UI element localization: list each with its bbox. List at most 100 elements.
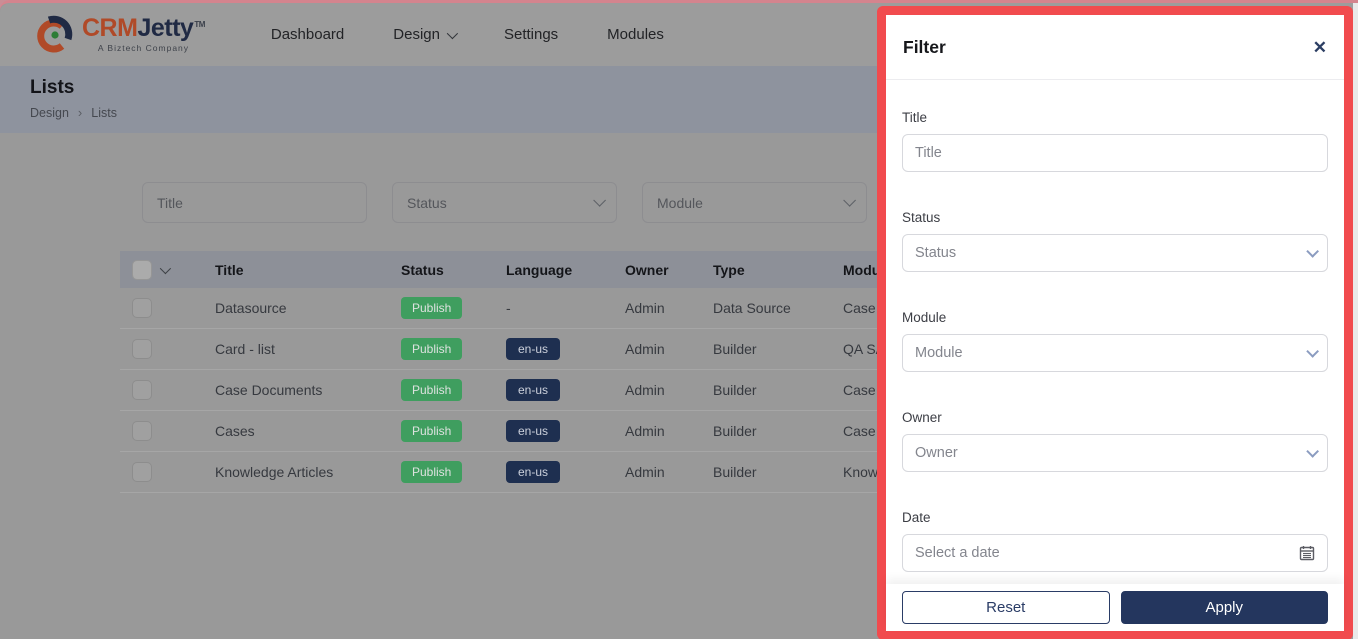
filter-field-status: Status Status xyxy=(902,210,1328,272)
language-badge: en-us xyxy=(506,461,561,483)
field-label: Date xyxy=(902,510,931,525)
list-title-filter-input[interactable] xyxy=(157,194,352,211)
field-label: Status xyxy=(902,210,941,225)
title-input[interactable] xyxy=(915,145,1315,161)
language-badge: en-us xyxy=(506,338,561,360)
status-badge: Publish xyxy=(401,461,463,483)
cell-owner: Admin xyxy=(625,341,665,357)
chevron-down-icon xyxy=(843,194,856,207)
table-row[interactable]: Knowledge Articles Publish en-us Admin B… xyxy=(120,452,1358,493)
status-badge: Publish xyxy=(401,297,463,319)
cell-title: Case Documents xyxy=(215,382,323,398)
row-checkbox[interactable] xyxy=(132,462,152,482)
page-title: Lists xyxy=(30,77,75,98)
list-filter-bar: Status Module xyxy=(142,182,867,223)
owner-select[interactable]: Owner xyxy=(902,434,1328,472)
table-row[interactable]: Datasource Publish - Admin Data Source C… xyxy=(120,288,1358,329)
status-select[interactable]: Status xyxy=(902,234,1328,272)
chevron-down-icon xyxy=(593,194,606,207)
cell-owner: Admin xyxy=(625,300,665,316)
cell-type: Data Source xyxy=(713,300,791,316)
language-badge: en-us xyxy=(506,379,561,401)
apply-button[interactable]: Apply xyxy=(1120,591,1328,624)
cell-language: - xyxy=(506,300,511,316)
language-badge: en-us xyxy=(506,420,561,442)
list-module-filter[interactable]: Module xyxy=(642,182,867,223)
chevron-down-icon xyxy=(1306,244,1319,258)
row-checkbox[interactable] xyxy=(132,339,152,359)
cell-type: Builder xyxy=(713,382,757,398)
chevron-down-icon xyxy=(1306,444,1319,458)
filter-drawer: Filter ✕ Title Status Status xyxy=(877,6,1353,639)
col-header-owner: Owner xyxy=(625,261,669,278)
cell-module: Case xyxy=(843,382,876,398)
cell-type: Builder xyxy=(713,341,757,357)
close-icon[interactable]: ✕ xyxy=(1312,37,1327,57)
filter-field-date: Date xyxy=(902,510,1328,572)
field-label: Owner xyxy=(902,410,942,425)
main-nav: Dashboard Design Settings Modules xyxy=(271,26,664,43)
brand-jetty: Jetty xyxy=(137,14,194,43)
table-row[interactable]: Case Documents Publish en-us Admin Build… xyxy=(120,370,1358,411)
crmjetty-logo-icon xyxy=(37,15,73,52)
col-header-title: Title xyxy=(215,261,244,278)
module-select[interactable]: Module xyxy=(902,334,1328,372)
calendar-icon[interactable] xyxy=(1299,545,1315,561)
filter-drawer-body: Title Status Status Module Module xyxy=(886,80,1344,584)
nav-item-design[interactable]: Design xyxy=(393,26,459,43)
logo-green-dot xyxy=(51,30,59,39)
select-all-checkbox[interactable] xyxy=(132,259,152,280)
row-checkbox[interactable] xyxy=(132,298,152,318)
cell-module: Know xyxy=(843,464,879,480)
col-header-type: Type xyxy=(713,261,745,278)
select-menu-chevron-icon[interactable] xyxy=(159,262,172,274)
brand-crm: CRM xyxy=(82,14,138,43)
cell-title: Cases xyxy=(215,423,255,439)
cell-title: Knowledge Articles xyxy=(215,464,334,480)
cell-owner: Admin xyxy=(625,423,665,439)
table-row[interactable]: Card - list Publish en-us Admin Builder … xyxy=(120,329,1358,370)
cell-module: Case xyxy=(843,423,876,439)
row-checkbox[interactable] xyxy=(132,421,152,441)
cell-type: Builder xyxy=(713,464,757,480)
title-field[interactable] xyxy=(902,134,1328,172)
filter-field-module: Module Module xyxy=(902,310,1328,372)
brand-tm: TM xyxy=(194,19,205,29)
status-badge: Publish xyxy=(401,338,463,360)
reset-button[interactable]: Reset xyxy=(902,591,1110,624)
date-input[interactable] xyxy=(915,545,1299,561)
cell-module: Case xyxy=(843,300,876,316)
breadcrumb-lists: Lists xyxy=(91,105,117,120)
filter-drawer-title: Filter xyxy=(903,36,946,57)
table-row[interactable]: Cases Publish en-us Admin Builder Case xyxy=(120,411,1358,452)
brand-tagline: A Biztech Company xyxy=(97,43,190,54)
cell-module: QA SA xyxy=(843,341,886,357)
brand-name: CRMJettyTM xyxy=(82,16,205,41)
date-field[interactable] xyxy=(902,534,1328,572)
list-title-filter[interactable] xyxy=(142,182,367,223)
list-status-filter[interactable]: Status xyxy=(392,182,617,223)
chevron-down-icon xyxy=(446,27,459,39)
field-label: Title xyxy=(902,110,928,125)
nav-item-modules[interactable]: Modules xyxy=(607,26,664,43)
field-label: Module xyxy=(902,310,947,325)
filter-drawer-header: Filter ✕ xyxy=(886,15,1344,80)
filter-drawer-footer: Reset Apply xyxy=(886,584,1344,631)
col-header-status: Status xyxy=(401,261,444,278)
nav-item-settings[interactable]: Settings xyxy=(503,26,559,43)
breadcrumb: Design › Lists xyxy=(30,105,117,120)
cell-owner: Admin xyxy=(625,382,665,398)
crmjetty-logo[interactable]: CRMJettyTM A Biztech Company xyxy=(34,15,205,55)
breadcrumb-design[interactable]: Design xyxy=(30,105,69,120)
cell-type: Builder xyxy=(713,423,757,439)
cell-title: Datasource xyxy=(215,300,287,316)
nav-item-dashboard[interactable]: Dashboard xyxy=(270,26,345,43)
filter-field-title: Title xyxy=(902,110,1328,172)
page-scrollbar[interactable] xyxy=(1353,3,1358,639)
col-header-language: Language xyxy=(506,261,573,278)
row-checkbox[interactable] xyxy=(132,380,152,400)
cell-owner: Admin xyxy=(625,464,665,480)
status-badge: Publish xyxy=(401,379,463,401)
cell-title: Card - list xyxy=(215,341,275,357)
